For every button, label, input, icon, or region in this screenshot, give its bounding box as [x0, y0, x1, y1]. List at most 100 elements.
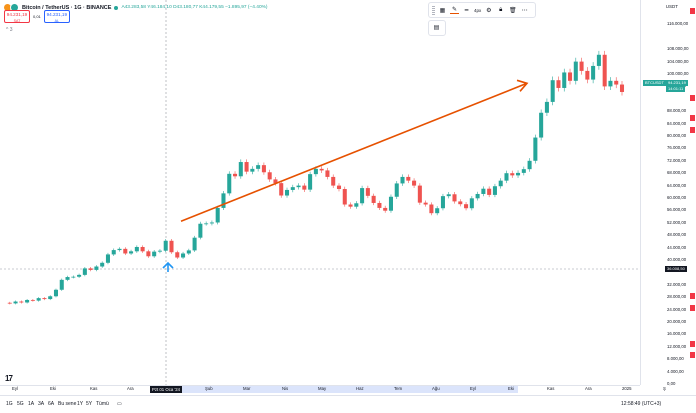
candle [371, 195, 376, 203]
symbol-info[interactable]: Bitcoin / TetherUS · 1G · BINANCE A43.28… [4, 3, 268, 12]
alert-marker[interactable] [690, 95, 695, 101]
candle [464, 204, 469, 209]
symbol-title[interactable]: Bitcoin / TetherUS · 1G · BINANCE [22, 4, 112, 11]
price-label: 100.000,00 [667, 71, 689, 76]
range-button[interactable]: 1G [6, 401, 13, 407]
price-label: 48.000,00 [667, 232, 687, 238]
candle [458, 201, 463, 205]
candle [209, 222, 214, 224]
countdown-tag: 14:01:11 [666, 86, 686, 92]
candle [504, 173, 509, 181]
candle [279, 183, 284, 196]
candle [192, 237, 197, 251]
range-button[interactable]: 6A [48, 401, 55, 407]
buy-button[interactable]: 94.231,19 AL [43, 10, 70, 23]
sell-label: SAT [13, 18, 21, 23]
date-range-icon[interactable]: ▭ [117, 401, 122, 407]
candle [579, 61, 584, 71]
alert-marker[interactable] [690, 341, 695, 347]
bitcoin-icon [4, 4, 11, 11]
currency-label[interactable]: USDT [665, 4, 678, 9]
alert-marker[interactable] [690, 293, 695, 299]
candle [256, 165, 261, 169]
object-tree-button[interactable]: ▤ [428, 20, 446, 36]
candle [30, 299, 35, 301]
price-label: 104.000,00 [667, 58, 689, 64]
trade-buttons: 94.231,19 SAT 0,01 94.231,19 AL [4, 10, 70, 23]
candle [521, 169, 526, 173]
candle [608, 80, 613, 87]
candle [492, 186, 497, 195]
range-button[interactable]: 1Y [77, 401, 84, 407]
alert-marker[interactable] [690, 305, 695, 311]
object-tree-icon: ▤ [433, 25, 440, 31]
candle [319, 168, 324, 171]
line-color-icon[interactable]: ✎ [450, 7, 459, 14]
range-button[interactable]: 5G [17, 401, 24, 407]
time-label: Haz [356, 386, 364, 391]
candle [313, 168, 318, 175]
candle [619, 84, 625, 92]
candle [498, 180, 503, 187]
delete-icon[interactable]: 🗑︎ [508, 7, 517, 14]
range-button[interactable]: Tümü [96, 401, 109, 407]
range-button[interactable]: Bu sene [58, 401, 77, 407]
candle [591, 65, 596, 80]
alert-marker[interactable] [690, 352, 695, 358]
range-button[interactable]: 5Y [86, 401, 93, 407]
candle [284, 189, 290, 196]
time-label: Ş [663, 386, 666, 391]
price-label: 20.000,00 [667, 319, 687, 324]
buy-label: AL [54, 18, 59, 23]
drag-grip-icon[interactable] [432, 5, 435, 15]
candle [238, 162, 243, 177]
candle [94, 266, 99, 270]
candle [129, 251, 134, 254]
alert-marker[interactable] [690, 115, 695, 121]
trend-line-drawing[interactable] [180, 82, 528, 222]
candle [77, 274, 82, 277]
more-icon[interactable]: ⋯ [521, 7, 528, 14]
candle [527, 160, 532, 170]
clock-display[interactable]: 12:58:49 (UTC+3) [621, 401, 662, 407]
candle [25, 299, 30, 303]
line-width-label[interactable]: 4px [474, 7, 482, 13]
price-label: 88.000,00 [667, 108, 687, 114]
candle [354, 203, 359, 207]
time-label: Kas [90, 386, 98, 391]
price-label: 40.000,00 [667, 257, 687, 262]
candle [331, 176, 336, 186]
indicators-toggle[interactable]: ^ 3 [6, 27, 13, 33]
alert-marker[interactable] [690, 8, 695, 14]
template-icon[interactable]: ▦ [439, 7, 446, 14]
bottom-toolbar [0, 395, 696, 413]
candle [412, 180, 417, 186]
candle [181, 253, 186, 258]
lock-icon[interactable]: 🔒︎ [499, 6, 503, 13]
candle [134, 246, 139, 252]
time-label: Mar [243, 386, 251, 391]
sell-price: 94.231,19 [6, 11, 28, 17]
candle [556, 80, 561, 88]
line-width-icon[interactable]: ━ [464, 7, 469, 14]
time-label: Ara [585, 386, 592, 391]
candle [417, 185, 422, 203]
candle [48, 296, 53, 300]
range-button[interactable]: 1A [28, 401, 35, 407]
candle [204, 223, 209, 225]
candle [308, 174, 313, 190]
alert-marker[interactable] [690, 127, 695, 133]
price-chart[interactable] [0, 0, 640, 385]
price-scale[interactable]: 116.000,00 108.000,00 104.000,00 100.000,00… [640, 0, 696, 386]
range-button[interactable]: 3A [38, 401, 45, 407]
tradingview-logo[interactable]: 17 [5, 374, 13, 383]
up-arrow-annotation[interactable] [162, 261, 174, 272]
candle [481, 188, 486, 194]
candle [406, 176, 411, 181]
settings-icon[interactable]: ⚙ [486, 7, 492, 14]
candle [123, 248, 128, 254]
time-axis[interactable] [0, 385, 640, 394]
candle [573, 61, 578, 81]
sell-button[interactable]: 94.231,19 SAT [4, 10, 30, 23]
candle [215, 207, 220, 223]
